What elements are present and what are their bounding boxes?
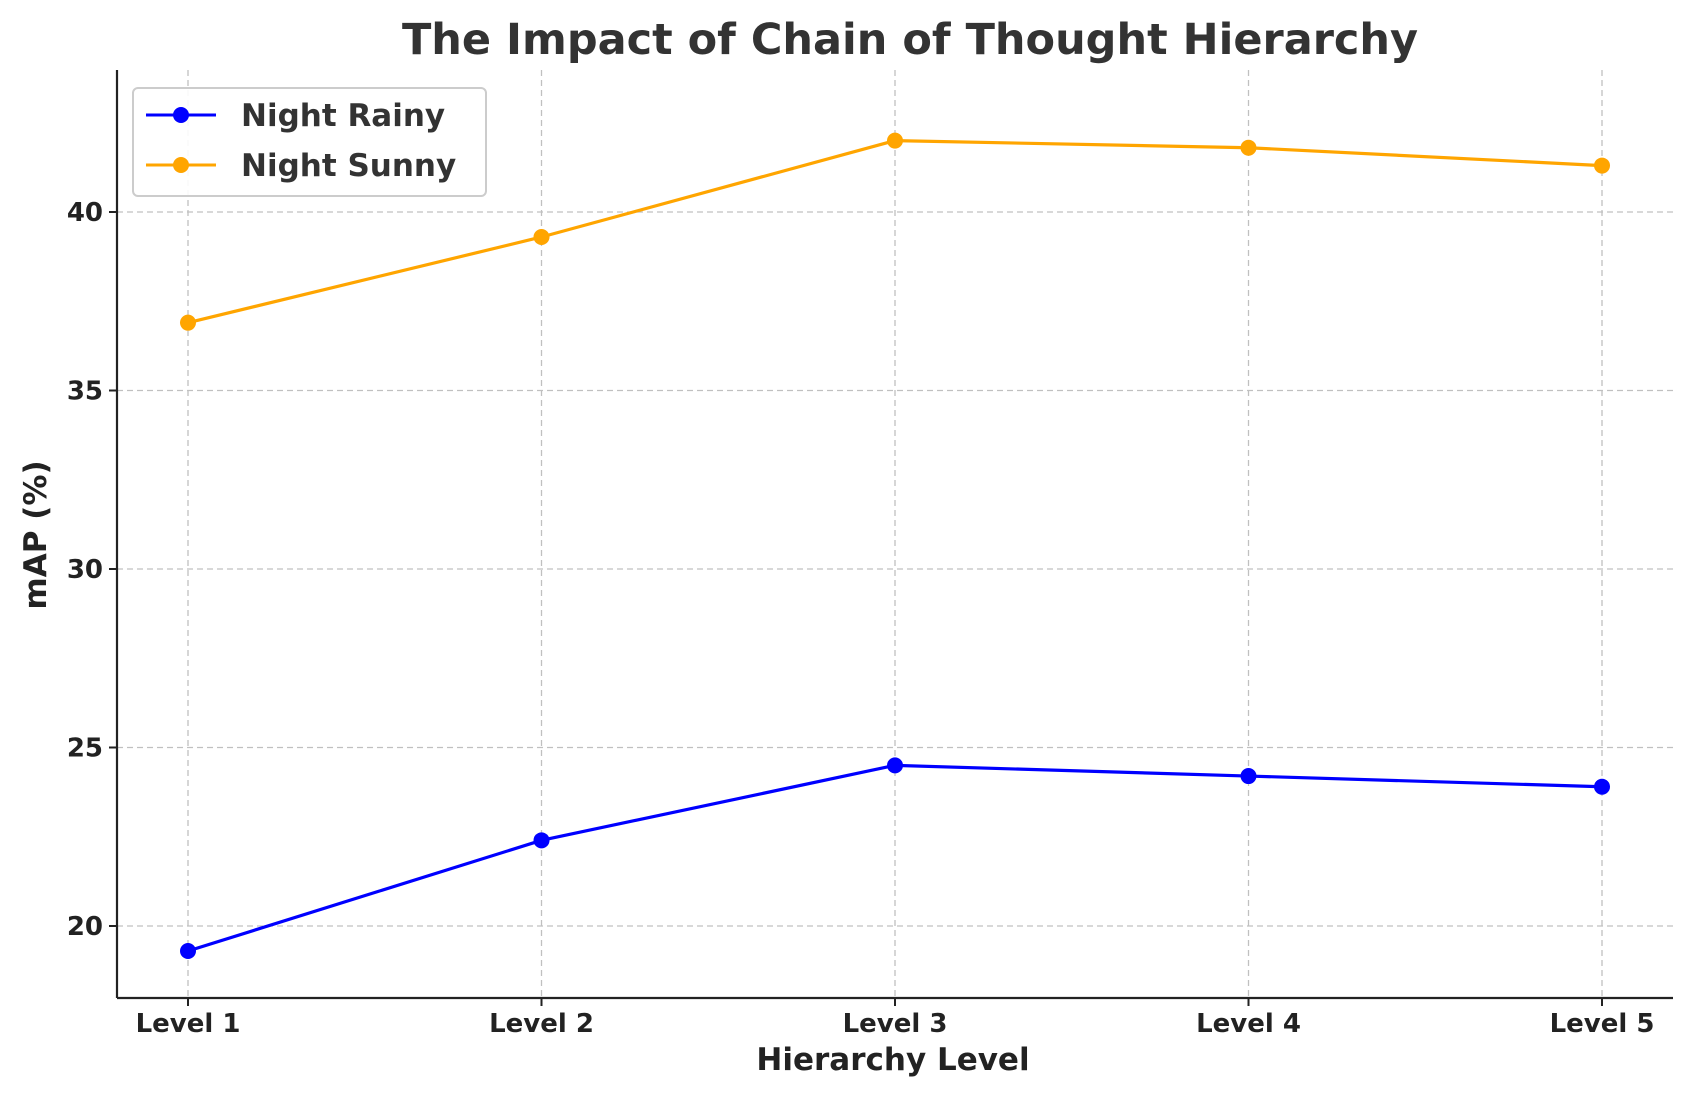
x-tick-label: Level 1 (136, 1009, 241, 1039)
data-point-night-sunny (1240, 139, 1257, 156)
legend-label-night-rainy: Night Rainy (241, 98, 445, 134)
series-layer (180, 132, 1610, 959)
y-tick-label: 25 (67, 734, 103, 764)
data-point-night-rainy (533, 832, 550, 849)
tick-labels: Level 1 Level 2 Level 3 Level 4 Level 5 20 25 3… (67, 198, 1655, 1039)
legend: Night Rainy Night Sunny (132, 87, 487, 197)
x-axis-label: Hierarchy Level (756, 1042, 1029, 1078)
y-axis-label: mAP (%) (18, 460, 54, 609)
y-tick-label: 20 (67, 912, 103, 942)
legend-box (132, 87, 487, 197)
x-tick-label: Level 4 (1196, 1009, 1301, 1039)
data-point-night-rainy (887, 757, 903, 774)
data-point-night-sunny (180, 314, 196, 331)
legend-marker-night-rainy (173, 107, 189, 123)
data-point-night-rainy (1240, 768, 1257, 785)
data-point-night-rainy (1594, 778, 1610, 795)
x-tick-label: Level 2 (489, 1009, 594, 1039)
data-point-night-sunny (887, 132, 903, 149)
data-point-night-sunny (533, 228, 550, 245)
data-point-night-rainy (180, 942, 196, 959)
grid (117, 70, 1673, 998)
chart-title: The Impact of Chain of Thought Hierarchy (402, 15, 1418, 65)
y-tick-label: 35 (67, 377, 103, 407)
axes (109, 70, 1673, 1006)
data-point-night-sunny (1594, 157, 1610, 174)
x-tick-label: Level 3 (843, 1009, 948, 1039)
legend-label-night-sunny: Night Sunny (241, 148, 456, 184)
y-tick-label: 30 (67, 555, 103, 585)
x-tick-label: Level 5 (1550, 1009, 1655, 1039)
y-tick-label: 40 (67, 198, 103, 228)
legend-marker-night-sunny (173, 157, 189, 173)
